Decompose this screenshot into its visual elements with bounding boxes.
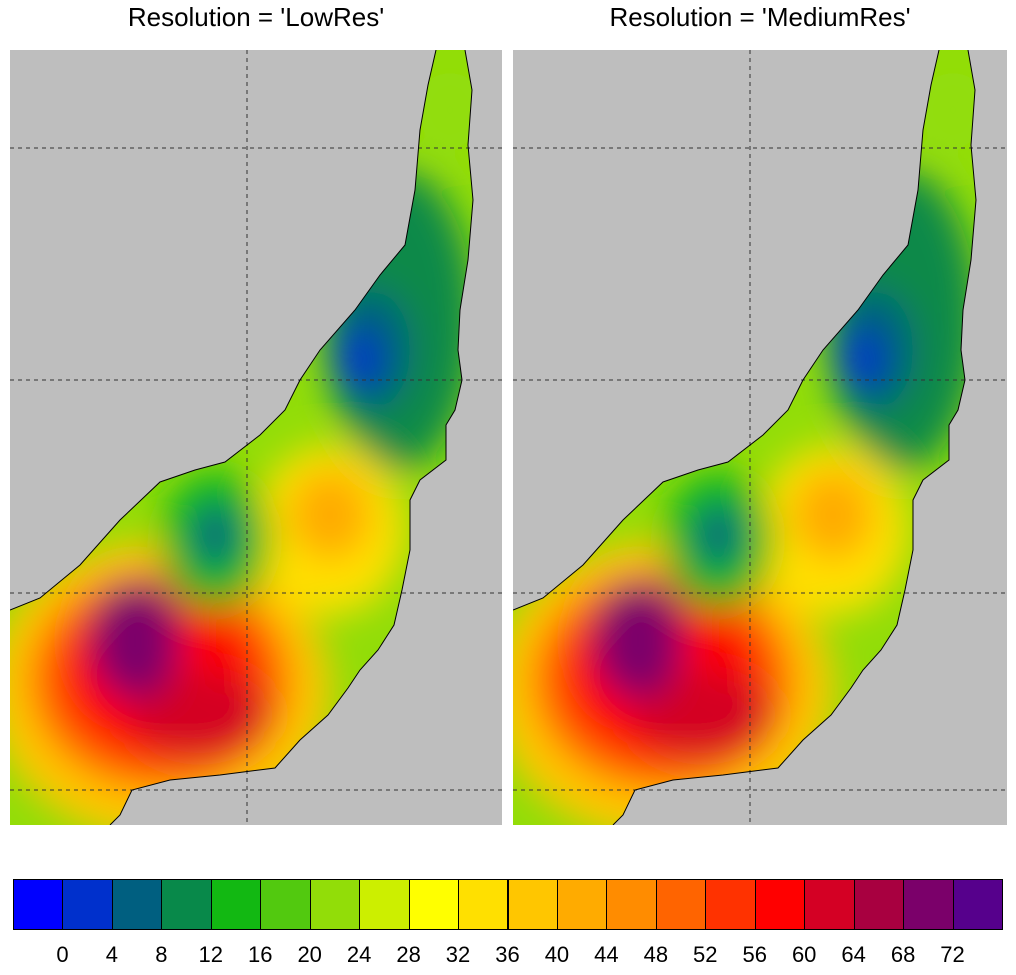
colorbar-box bbox=[705, 879, 756, 930]
colorbar-box bbox=[853, 879, 905, 930]
colorbar-tick-label: 4 bbox=[105, 942, 119, 967]
colorbar-box bbox=[903, 879, 954, 930]
colorbar-box bbox=[655, 879, 707, 930]
colorbar-tick-label: 36 bbox=[495, 942, 520, 967]
coastline bbox=[10, 50, 474, 825]
colorbar-tick-label: 68 bbox=[890, 942, 916, 967]
colorbar-box bbox=[804, 879, 855, 930]
map-panel-lowres bbox=[10, 50, 502, 825]
colorbar-tick-label: 64 bbox=[841, 942, 866, 967]
lat-lon-grid bbox=[10, 50, 502, 825]
colorbar-tick-label: 0 bbox=[56, 942, 69, 967]
colorbar-box bbox=[408, 879, 460, 930]
colorbar-box bbox=[507, 879, 558, 930]
colorbar-tick-label: 16 bbox=[248, 942, 273, 967]
colorbar-tick-label: 28 bbox=[396, 942, 421, 967]
colorbar-tick-label: 56 bbox=[742, 942, 767, 967]
colorbar-box bbox=[13, 879, 64, 930]
colorbar-tick-label: 60 bbox=[791, 942, 817, 967]
colorbar-tick-label: 12 bbox=[198, 942, 224, 967]
colorbar-tick-label: 52 bbox=[693, 942, 718, 967]
colorbar-box bbox=[161, 879, 212, 930]
panel-title-mediumres: Resolution = 'MediumRes' bbox=[609, 2, 911, 32]
map-panel-mediumres bbox=[513, 50, 1007, 825]
colorbar-box bbox=[309, 879, 361, 930]
colorbar-box bbox=[754, 879, 806, 930]
colorbar-box bbox=[458, 879, 509, 930]
colorbar-box bbox=[260, 879, 311, 930]
colorbar-tick-label: 44 bbox=[594, 942, 619, 967]
colorbar-labels: 0 4 8 12 16 20 24 28 32 36 40 44 48 52 56 60 64 68 72 bbox=[13, 942, 1002, 972]
lat-lon-grid bbox=[513, 50, 1007, 825]
colorbar-tick-label: 8 bbox=[155, 942, 168, 967]
panel-title-lowres: Resolution = 'LowRes' bbox=[127, 2, 385, 32]
colorbar-box bbox=[62, 879, 113, 930]
colorbar-tick-label: 24 bbox=[346, 942, 372, 967]
colorbar bbox=[13, 879, 1003, 932]
colorbar-box bbox=[556, 879, 608, 930]
colorbar-box bbox=[210, 879, 262, 930]
colorbar-tick-label: 48 bbox=[643, 942, 669, 967]
colorbar-tick-label: 72 bbox=[940, 942, 965, 967]
colorbar-tick-label: 32 bbox=[445, 942, 471, 967]
colorbar-box bbox=[606, 879, 657, 930]
coastline bbox=[513, 50, 977, 825]
colorbar-tick-label: 20 bbox=[297, 942, 322, 967]
colorbar-tick-label: 40 bbox=[544, 942, 570, 967]
colorbar-box bbox=[111, 879, 163, 930]
colorbar-box bbox=[952, 879, 1003, 930]
colorbar-box bbox=[359, 879, 410, 930]
